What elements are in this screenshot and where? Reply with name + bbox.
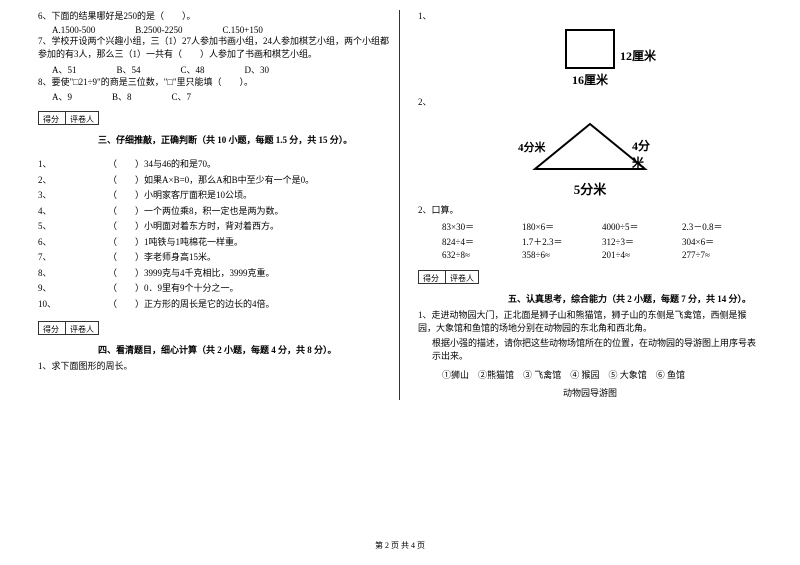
q8-c: C、7	[172, 90, 192, 103]
q7-b: B、54	[117, 63, 141, 76]
fig1-bottom-label: 16厘米	[500, 71, 680, 88]
grader-label: 评卷人	[66, 111, 99, 125]
q4-1: 1、求下面图形的周长。	[38, 360, 391, 374]
j10: 10、（ ）正方形的周长是它的边长的4倍。	[38, 298, 391, 312]
q7-text: 7、学校开设两个兴趣小组，三（1）27人参加书画小组，24人参加棋艺小组，两个小…	[38, 35, 391, 62]
j7: 7、（ ）李老师身高15米。	[38, 251, 391, 265]
q8-opts: A、9 B、8 C、7	[38, 90, 391, 103]
calc-row-3: 632÷8≈358÷6≈201÷4≈277÷7≈	[418, 250, 762, 260]
zoo-q: 1、走进动物园大门，正北面是狮子山和熊猫馆，狮子山的东侧是飞禽馆，西侧是猴园，大…	[418, 309, 762, 401]
section-3-title: 三、仔细推敲，正确判断（共 10 小题，每题 1.5 分，共 15 分）。	[38, 133, 391, 146]
score-box-4: 得分 评卷人	[38, 321, 391, 335]
q7-a: A、51	[52, 63, 77, 76]
calc-title: 2、口算。	[418, 204, 762, 218]
rectangle-shape	[565, 29, 615, 69]
j1: 1、（ ）34与46的和是70。	[38, 158, 391, 172]
grader-label: 评卷人	[446, 270, 479, 284]
grader-label: 评卷人	[66, 321, 99, 335]
j4: 4、（ ）一个两位乘8，积一定也是两为数。	[38, 205, 391, 219]
fig2: 4分米 4分米 5分米	[520, 119, 660, 194]
zoo-symbols: ①狮山 ②熊猫馆 ③ 飞禽馆 ④ 猴园 ⑤ 大象馆 ⑥ 鱼馆	[418, 368, 762, 382]
j6: 6、（ ）1吨铁与1吨棉花一样重。	[38, 236, 391, 250]
q6-b: B.2500-2250	[135, 25, 182, 35]
q8-b: B、8	[112, 90, 132, 103]
section-4-title: 四、看清题目，细心计算（共 2 小题，每题 4 分，共 8 分）。	[38, 343, 391, 356]
q7-opts: A、51 B、54 C、48 D、30	[38, 63, 391, 76]
score-label: 得分	[38, 111, 66, 125]
j3: 3、（ ）小明家客厅面积是10公顷。	[38, 189, 391, 203]
fig1: 12厘米 16厘米	[500, 29, 680, 88]
zoo-map-title: 动物园导游图	[418, 386, 762, 400]
q6-a: A.1500-500	[52, 25, 95, 35]
q7-c: C、48	[181, 63, 205, 76]
section-5-title: 五、认真思考，综合能力（共 2 小题，每题 7 分，共 14 分）。	[418, 292, 762, 305]
q6-c: C.150+150	[223, 25, 263, 35]
page-footer: 第 2 页 共 4 页	[0, 540, 800, 551]
calc-row-2: 824÷4＝1.7＋2.3＝312÷3＝304×6＝	[418, 235, 762, 248]
score-label: 得分	[38, 321, 66, 335]
q7-d: D、30	[245, 63, 270, 76]
j8: 8、（ ）3999克与4千克相比，3999克重。	[38, 267, 391, 281]
score-box-3: 得分 评卷人	[38, 111, 391, 125]
fig2-right-label: 4分米	[632, 137, 660, 171]
fig1-num: 1、	[418, 10, 762, 24]
q8-a: A、9	[52, 90, 72, 103]
zoo-2: 根据小强的描述，请你把这些动物场馆所在的位置，在动物园的导游图上用序号表示出来。	[418, 337, 762, 364]
j9: 9、（ ）0．9里有9个十分之一。	[38, 282, 391, 296]
fig2-num: 2、	[418, 96, 762, 110]
fig2-bottom-label: 5分米	[520, 179, 660, 198]
zoo-1: 1、走进动物园大门，正北面是狮子山和熊猫馆，狮子山的东侧是飞禽馆，西侧是猴园，大…	[418, 309, 762, 336]
q6-opts: A.1500-500 B.2500-2250 C.150+150	[38, 25, 391, 35]
score-label: 得分	[418, 270, 446, 284]
fig1-right-label: 12厘米	[620, 47, 656, 64]
q8-text: 8、要使"□21÷9"的商是三位数，"□"里只能填（ ）。	[38, 76, 391, 90]
calc-row-1: 83×30＝180×6＝4000÷5＝2.3－0.8＝	[418, 220, 762, 233]
q6-text: 6、下面的结果哪好是250的是（ ）。	[38, 10, 391, 24]
j2: 2、（ ）如果A×B=0，那么A和B中至少有一个是0。	[38, 174, 391, 188]
j5: 5、（ ）小明面对着东方时，背对着西方。	[38, 220, 391, 234]
judge-list: 1、（ ）34与46的和是70。 2、（ ）如果A×B=0，那么A和B中至少有一…	[38, 158, 391, 311]
score-box-5: 得分 评卷人	[418, 270, 762, 284]
fig2-left-label: 4分米	[518, 139, 546, 155]
